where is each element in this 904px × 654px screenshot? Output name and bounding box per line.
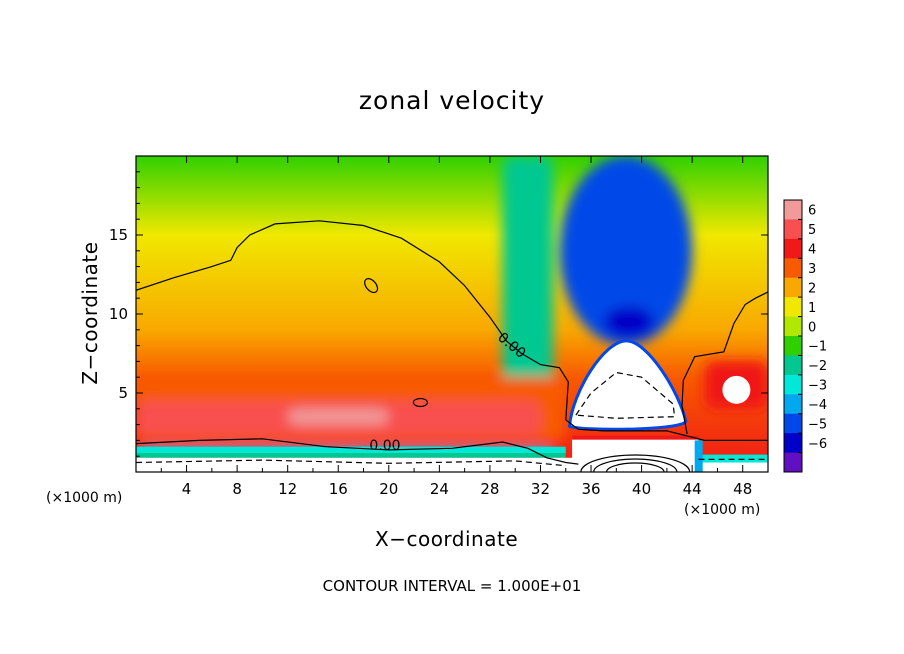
lower-contour-0: [605, 462, 665, 472]
band-blue: [136, 446, 566, 454]
field-zone-1: [559, 156, 693, 346]
x-tick-label: 40: [632, 480, 651, 498]
band-right-white: [698, 462, 768, 472]
colorbar-swatch: [784, 374, 802, 395]
lower-contour-2: [580, 454, 691, 472]
x-tick-label: 48: [733, 480, 752, 498]
colorbar-label: 2: [808, 281, 816, 296]
colorbar-swatch: [784, 238, 802, 259]
colorbar-swatch: [784, 413, 802, 434]
colorbar-swatch: [784, 297, 802, 318]
colorbar-label: 6: [808, 204, 816, 219]
x-axis-label: X−coordinate: [375, 527, 519, 551]
colorbar-label: 5: [808, 223, 816, 238]
band-white-lower: [136, 457, 579, 472]
band-cyan: [136, 453, 566, 458]
x-unit-label-left: (×1000 m): [46, 490, 123, 506]
field-zone-0: [502, 156, 554, 409]
contour-label-1: 0.00: [369, 438, 400, 454]
positive-core-right: [722, 375, 751, 404]
colorbar-label: 0: [808, 320, 816, 335]
colorbar-label: 4: [808, 243, 816, 258]
colorbar-swatch: [784, 200, 802, 220]
colorbar-label: −4: [808, 398, 827, 413]
colorbar-swatch: [784, 433, 802, 454]
colorbar-swatch: [784, 452, 802, 473]
colorbar-swatch: [784, 316, 802, 337]
zero-contour-right: [681, 291, 768, 435]
colorbar-label: −6: [808, 437, 827, 452]
y-tick-label: 5: [118, 384, 128, 402]
x-tick-label: 4: [182, 480, 192, 498]
lower-contour-1: [593, 458, 678, 472]
colorbar-label: 3: [808, 262, 816, 277]
band-right-blue: [698, 454, 768, 463]
colorbar-label: −3: [808, 379, 827, 394]
zero-contour-upper: [136, 220, 768, 441]
colorbar-swatch: [784, 336, 802, 356]
colorbar-swatch: [784, 219, 802, 240]
y-tick-label: 15: [109, 226, 128, 244]
colorbar-label: −5: [808, 417, 827, 432]
colorbar-swatch: [784, 258, 802, 279]
colorbar-label: −2: [808, 359, 827, 374]
negative-contour-lower: [136, 459, 566, 467]
x-unit-label-right: (×1000 m): [684, 502, 761, 518]
chart-title: zonal velocity: [358, 86, 546, 115]
x-tick-label: 20: [379, 480, 398, 498]
negative-contour-core: [575, 371, 676, 419]
column-blue: [694, 440, 703, 472]
colorbar: 6 5 4 3 2 1 0 −1 −2 −3 −4 −5 −6: [783, 199, 827, 473]
orange-strip: [572, 435, 699, 440]
field-zone-2: [603, 306, 655, 338]
x-tick-label: 16: [329, 480, 348, 498]
colorbar-swatch: [784, 394, 802, 415]
colorbar-swatch: [784, 355, 802, 376]
field-zone-5: [287, 408, 389, 425]
x-tick-label: 12: [278, 480, 297, 498]
colorbar-label: 1: [808, 301, 816, 316]
x-tick-label: 44: [683, 480, 702, 498]
x-tick-label: 28: [480, 480, 499, 498]
x-tick-label: 24: [430, 480, 449, 498]
closed-contour-a: [364, 278, 379, 294]
contour-interval-note: CONTOUR INTERVAL = 1.000E+01: [322, 577, 582, 595]
negative-core-white: [567, 339, 688, 431]
x-tick-label: 32: [531, 480, 550, 498]
x-tick-label: 8: [232, 480, 242, 498]
velocity-field: [136, 156, 768, 472]
x-tick-label: 36: [581, 480, 600, 498]
colorbar-swatch: [784, 277, 802, 298]
y-tick-label: 10: [109, 305, 128, 323]
colorbar-label: −1: [808, 340, 827, 355]
zero-contour-lower: [136, 438, 579, 465]
closed-contour-b: [412, 397, 428, 408]
